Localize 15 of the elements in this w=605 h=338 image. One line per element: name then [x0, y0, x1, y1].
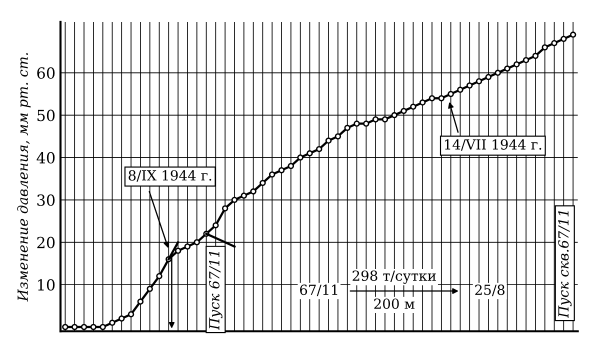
y-tick-label: 50 [37, 110, 55, 122]
annotation: 298 т/сутки [352, 270, 436, 284]
y-tick-label: 10 [38, 279, 55, 291]
annotation: Пуск скв.67/11 [558, 211, 572, 318]
y-tick-label: 60 [37, 67, 55, 79]
annotation: 67/11 [300, 284, 338, 296]
y-tick-label: 40 [36, 152, 55, 164]
annotation: 8/IX 1944 г. [128, 170, 212, 182]
annotation: Пуск 67/11 [209, 252, 222, 330]
annotation: 14/VII 1944 г. [444, 139, 542, 151]
annotation: 25/8 [475, 284, 504, 296]
annotation: 200 м [374, 298, 415, 309]
y-axis-title: Изменение давления, мм рт. ст. [17, 53, 31, 302]
y-tick-label: 30 [37, 194, 55, 206]
y-tick-label: 20 [37, 236, 55, 248]
